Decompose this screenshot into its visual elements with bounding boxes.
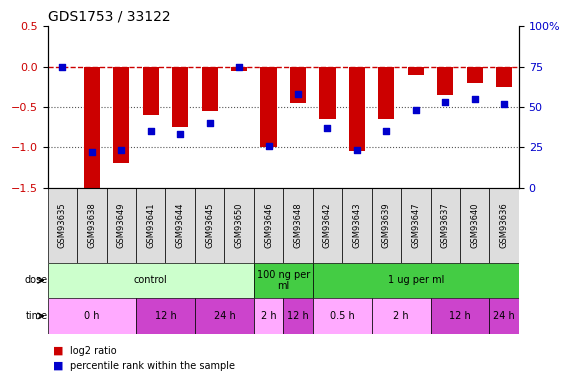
FancyBboxPatch shape xyxy=(489,188,519,262)
FancyBboxPatch shape xyxy=(136,188,165,262)
Point xyxy=(58,63,67,70)
Bar xyxy=(84,67,100,188)
FancyBboxPatch shape xyxy=(48,298,136,334)
FancyBboxPatch shape xyxy=(254,262,313,298)
Point xyxy=(500,100,509,106)
Bar xyxy=(260,67,277,147)
FancyBboxPatch shape xyxy=(224,188,254,262)
Text: 24 h: 24 h xyxy=(493,311,515,321)
Bar xyxy=(113,67,130,164)
Text: GSM93638: GSM93638 xyxy=(88,202,96,248)
FancyBboxPatch shape xyxy=(313,188,342,262)
Bar xyxy=(142,67,159,115)
Text: 12 h: 12 h xyxy=(155,311,176,321)
Text: 12 h: 12 h xyxy=(287,311,309,321)
Text: GSM93637: GSM93637 xyxy=(441,202,450,248)
Point xyxy=(234,63,243,70)
Text: GSM93636: GSM93636 xyxy=(500,202,509,248)
FancyBboxPatch shape xyxy=(195,188,224,262)
Text: 2 h: 2 h xyxy=(393,311,409,321)
FancyBboxPatch shape xyxy=(313,262,519,298)
FancyBboxPatch shape xyxy=(401,188,431,262)
Text: GSM93650: GSM93650 xyxy=(234,202,243,248)
Text: dose: dose xyxy=(25,275,48,285)
FancyBboxPatch shape xyxy=(136,298,195,334)
FancyBboxPatch shape xyxy=(431,188,460,262)
Text: GSM93646: GSM93646 xyxy=(264,202,273,248)
Text: 0 h: 0 h xyxy=(84,311,100,321)
Text: GSM93648: GSM93648 xyxy=(293,202,302,248)
Point xyxy=(117,147,126,153)
FancyBboxPatch shape xyxy=(283,298,313,334)
Bar xyxy=(290,67,306,103)
FancyBboxPatch shape xyxy=(254,298,283,334)
FancyBboxPatch shape xyxy=(195,298,254,334)
Text: percentile rank within the sample: percentile rank within the sample xyxy=(70,361,235,370)
Point xyxy=(264,142,273,148)
Bar xyxy=(496,67,512,87)
FancyBboxPatch shape xyxy=(371,188,401,262)
FancyBboxPatch shape xyxy=(460,188,489,262)
Text: GSM93649: GSM93649 xyxy=(117,202,126,248)
Bar xyxy=(467,67,483,83)
Point xyxy=(352,147,361,153)
Bar xyxy=(437,67,453,95)
FancyBboxPatch shape xyxy=(431,298,489,334)
Point xyxy=(441,99,450,105)
FancyBboxPatch shape xyxy=(489,298,519,334)
Text: 1 ug per ml: 1 ug per ml xyxy=(388,275,444,285)
Text: GSM93645: GSM93645 xyxy=(205,202,214,248)
Text: 100 ng per
ml: 100 ng per ml xyxy=(257,270,310,291)
Text: GDS1753 / 33122: GDS1753 / 33122 xyxy=(48,10,171,24)
Text: ■: ■ xyxy=(53,361,64,370)
FancyBboxPatch shape xyxy=(165,188,195,262)
Text: GSM93639: GSM93639 xyxy=(382,202,391,248)
Bar xyxy=(378,67,394,119)
Text: log2 ratio: log2 ratio xyxy=(70,346,117,355)
Point xyxy=(411,107,420,113)
Text: GSM93644: GSM93644 xyxy=(176,202,185,248)
Point xyxy=(470,96,479,102)
Text: GSM93642: GSM93642 xyxy=(323,202,332,248)
FancyBboxPatch shape xyxy=(313,298,371,334)
Text: 12 h: 12 h xyxy=(449,311,471,321)
Text: 24 h: 24 h xyxy=(214,311,235,321)
Text: 2 h: 2 h xyxy=(261,311,277,321)
FancyBboxPatch shape xyxy=(48,262,254,298)
Point xyxy=(205,120,214,126)
Text: GSM93635: GSM93635 xyxy=(58,202,67,248)
Text: GSM93641: GSM93641 xyxy=(146,202,155,248)
Bar xyxy=(408,67,424,75)
Bar xyxy=(231,67,247,70)
Text: GSM93640: GSM93640 xyxy=(470,202,479,248)
Text: GSM93647: GSM93647 xyxy=(411,202,420,248)
Bar xyxy=(201,67,218,111)
Text: control: control xyxy=(134,275,168,285)
Point xyxy=(323,125,332,131)
FancyBboxPatch shape xyxy=(48,188,77,262)
Point xyxy=(293,91,302,97)
Bar xyxy=(319,67,335,119)
FancyBboxPatch shape xyxy=(254,188,283,262)
Bar xyxy=(172,67,188,127)
Text: GSM93643: GSM93643 xyxy=(352,202,361,248)
Text: 0.5 h: 0.5 h xyxy=(330,311,355,321)
FancyBboxPatch shape xyxy=(77,188,107,262)
Point xyxy=(146,128,155,134)
FancyBboxPatch shape xyxy=(283,188,313,262)
Point xyxy=(382,128,391,134)
Text: ■: ■ xyxy=(53,346,64,355)
FancyBboxPatch shape xyxy=(107,188,136,262)
Text: time: time xyxy=(26,311,48,321)
Point xyxy=(88,149,96,155)
Bar xyxy=(349,67,365,151)
FancyBboxPatch shape xyxy=(342,188,371,262)
FancyBboxPatch shape xyxy=(371,298,431,334)
Point xyxy=(176,131,185,137)
